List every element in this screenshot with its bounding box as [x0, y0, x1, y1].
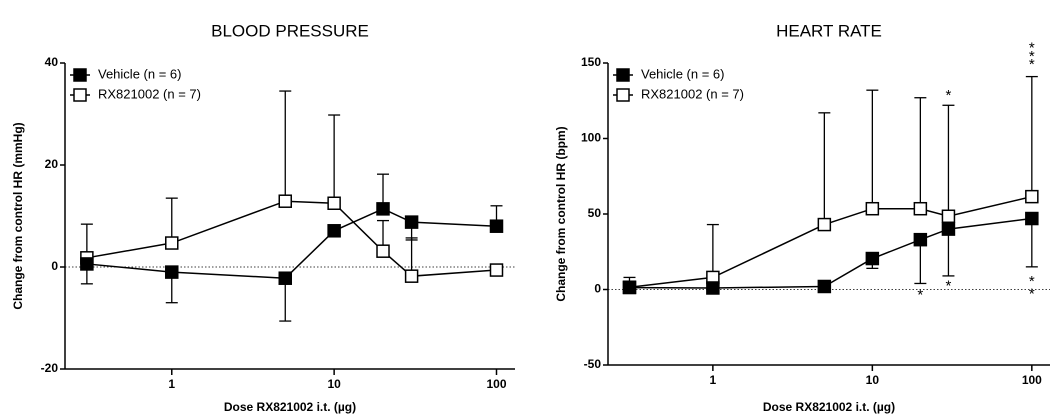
data-point [489, 263, 504, 277]
data-point [622, 280, 637, 295]
y-tick-label: -20 [41, 361, 59, 375]
data-point [706, 281, 720, 295]
data-point [913, 232, 928, 247]
y-tick-label: -50 [584, 357, 602, 371]
legend-marker [616, 88, 630, 102]
chart-title: BLOOD PRESSURE [211, 21, 369, 40]
data-point [404, 269, 419, 283]
data-point [165, 236, 179, 250]
data-point [865, 251, 880, 266]
significance-star: * [917, 286, 923, 303]
legend-marker [73, 88, 87, 102]
data-point [865, 201, 880, 216]
data-point [941, 209, 956, 224]
y-axis-label: Change from control HR (mmHg) [11, 122, 25, 309]
y-tick-label: 40 [45, 55, 59, 69]
data-point [376, 202, 390, 216]
y-tick-label: 100 [581, 131, 601, 145]
data-point [376, 244, 390, 258]
significance-star: * [946, 277, 952, 294]
x-tick-label: 100 [1022, 373, 1042, 387]
legend-label: RX821002 (n = 7) [98, 86, 201, 101]
data-point [278, 271, 293, 285]
data-point [278, 194, 293, 208]
series-line [629, 195, 1033, 288]
x-axis-label: Dose RX821002 i.t. (µg) [763, 400, 895, 414]
significance-star: * [1029, 56, 1035, 73]
x-axis-label: Dose RX821002 i.t. (µg) [224, 400, 356, 414]
data-point [327, 224, 341, 238]
legend-marker [73, 68, 87, 82]
data-point [913, 201, 928, 216]
y-tick-label: 0 [594, 282, 601, 296]
data-point [817, 279, 832, 294]
chart-title: HEART RATE [776, 21, 882, 40]
legend-label: Vehicle (n = 6) [98, 66, 181, 81]
y-axis-label: Change from control HR (bpm) [554, 126, 568, 301]
data-point [941, 222, 956, 236]
y-tick-label: 20 [45, 157, 59, 171]
data-point [404, 215, 419, 229]
significance-star: * [1029, 273, 1035, 290]
y-tick-label: 0 [51, 259, 58, 273]
significance-star: * [1029, 286, 1035, 303]
data-point [1025, 189, 1039, 204]
data-point [817, 217, 832, 232]
significance-star: * [946, 87, 952, 104]
y-tick-label: 150 [581, 55, 601, 69]
series-line [86, 200, 497, 277]
x-tick-label: 10 [327, 377, 341, 391]
series-line [86, 208, 497, 279]
significance-star: * [1029, 39, 1035, 56]
legend-label: Vehicle (n = 6) [641, 66, 724, 81]
data-point [165, 265, 179, 279]
data-point [489, 219, 504, 233]
significance-star: * [1029, 48, 1035, 65]
x-tick-label: 100 [486, 377, 506, 391]
x-tick-label: 1 [168, 377, 175, 391]
data-point [1025, 211, 1039, 226]
x-tick-label: 1 [710, 373, 717, 387]
x-tick-label: 10 [866, 373, 880, 387]
data-point [80, 257, 94, 271]
y-tick-label: 50 [588, 206, 602, 220]
legend-label: RX821002 (n = 7) [641, 86, 744, 101]
legend-marker [616, 68, 630, 82]
data-point [327, 196, 341, 210]
